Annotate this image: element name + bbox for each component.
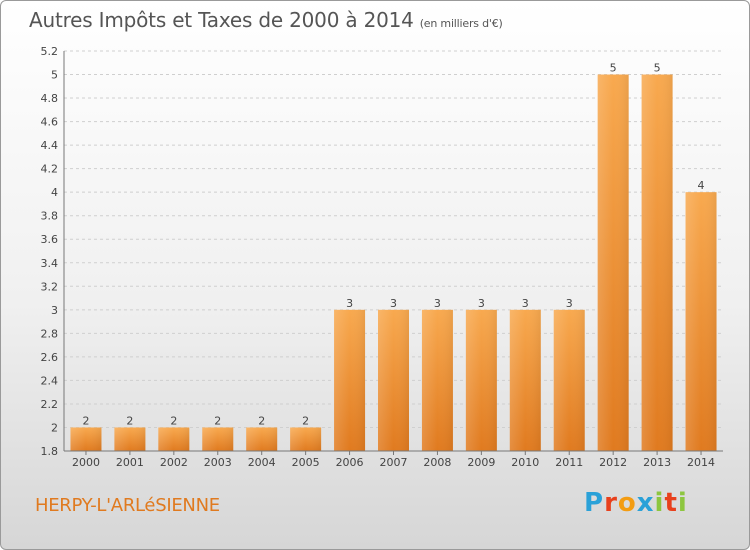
x-tick-label: 2002	[160, 456, 188, 469]
y-tick-label: 5.2	[41, 45, 59, 58]
data-label: 3	[390, 297, 397, 310]
y-tick-label: 3	[51, 304, 58, 317]
data-label: 3	[522, 297, 529, 310]
bar-shine	[465, 309, 497, 451]
bar-shine	[597, 74, 629, 451]
x-tick-label: 2014	[687, 456, 715, 469]
data-label: 5	[654, 62, 661, 75]
x-tick-label: 2008	[423, 456, 451, 469]
y-tick-label: 5	[51, 69, 58, 82]
bar-shine	[378, 309, 409, 451]
data-label: 2	[82, 414, 89, 427]
bar-shine	[290, 427, 322, 451]
bar-shine	[421, 309, 453, 451]
y-tick-label: 2.6	[41, 351, 59, 364]
data-label: 2	[170, 414, 177, 427]
proxiti-logo: Proxiti	[584, 488, 688, 518]
y-tick-label: 3.6	[41, 233, 59, 246]
data-label: 2	[126, 414, 133, 427]
y-tick-label: 4.8	[41, 92, 59, 105]
commune-name: HERPY-L'ARLéSIENNE	[35, 495, 220, 516]
x-tick-label: 2010	[511, 456, 539, 469]
y-tick-label: 4	[51, 186, 58, 199]
x-tick-label: 2003	[204, 456, 232, 469]
data-label: 2	[302, 414, 309, 427]
y-tick-label: 1.8	[41, 445, 59, 458]
chart-title: Autres Impôts et Taxes de 2000 à 2014 (en…	[29, 8, 503, 32]
chart-unit: (en milliers d'€)	[419, 17, 503, 30]
data-label: 3	[434, 297, 441, 310]
data-label: 5	[610, 62, 617, 75]
bar-shine	[553, 309, 585, 451]
x-tick-label: 2009	[467, 456, 495, 469]
data-label: 3	[478, 297, 485, 310]
bar-shine	[509, 309, 541, 451]
x-tick-label: 2004	[248, 456, 276, 469]
bar-shine	[685, 192, 717, 452]
bar-shine	[202, 427, 234, 451]
bar-shine	[334, 309, 366, 451]
x-tick-label: 2006	[336, 456, 364, 469]
x-tick-label: 2005	[292, 456, 320, 469]
x-tick-label: 2001	[116, 456, 144, 469]
y-tick-label: 4.4	[41, 139, 59, 152]
y-tick-label: 2	[51, 421, 58, 434]
x-tick-label: 2012	[599, 456, 627, 469]
bar-shine	[158, 427, 190, 451]
y-tick-label: 3.8	[41, 210, 59, 223]
y-tick-label: 4.2	[41, 163, 59, 176]
y-tick-label: 2.2	[41, 398, 59, 411]
y-tick-label: 3.2	[41, 280, 59, 293]
y-tick-label: 2.4	[41, 374, 59, 387]
data-label: 3	[566, 297, 573, 310]
chart-title-text: Autres Impôts et Taxes de 2000 à 2014	[29, 8, 414, 32]
data-label: 2	[214, 414, 221, 427]
bar-shine	[641, 74, 673, 451]
y-tick-label: 4.6	[41, 116, 59, 129]
y-tick-label: 3.4	[41, 257, 59, 270]
bar-shine	[70, 427, 102, 451]
data-label: 3	[346, 297, 353, 310]
x-tick-label: 2000	[72, 456, 100, 469]
bar-shine	[114, 427, 146, 451]
x-tick-label: 2011	[555, 456, 583, 469]
bar-shine	[246, 427, 278, 451]
x-tick-label: 2013	[643, 456, 671, 469]
x-tick-label: 2007	[380, 456, 408, 469]
data-label: 2	[258, 414, 265, 427]
data-label: 4	[698, 179, 705, 192]
y-tick-label: 2.8	[41, 327, 59, 340]
